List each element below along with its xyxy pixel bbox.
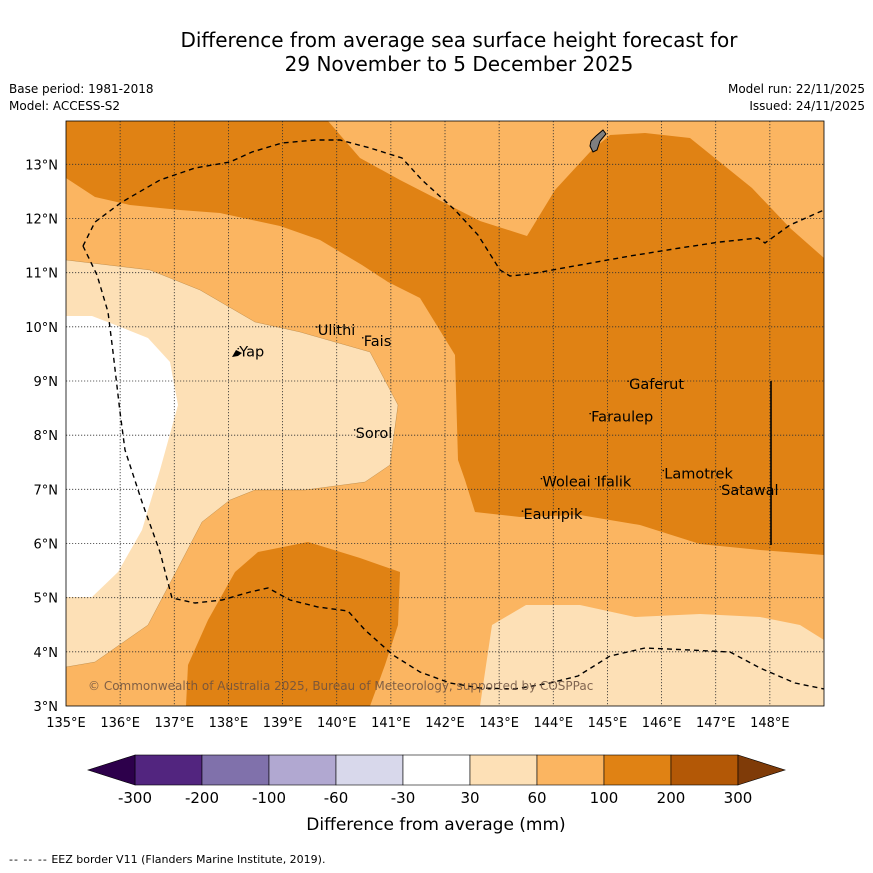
place-label: Sorol <box>356 426 393 442</box>
model-run: Model run: 22/11/2025 <box>727 82 865 96</box>
place-label: Fais <box>364 334 391 350</box>
lat-tick-label: 9°N <box>34 375 59 390</box>
gridlines <box>66 121 824 706</box>
colorbar-over-arrow <box>737 754 786 786</box>
colorbar-tick-label: -30 <box>391 789 416 807</box>
field-neutral <box>66 316 178 597</box>
lon-tick-label: 146°E <box>642 716 682 731</box>
lat-tick-label: 13°N <box>25 158 58 173</box>
lat-tick-label: 11°N <box>25 267 58 282</box>
place-label: Ifalik <box>597 475 632 491</box>
colorbar-tick-label: 200 <box>657 789 686 807</box>
colorbar-segment <box>469 754 538 786</box>
lon-tick-label: 140°E <box>317 716 357 731</box>
lon-tick-label: 137°E <box>155 716 195 731</box>
colorbar-tick-label: -300 <box>118 789 152 807</box>
colorbar-tick-label: 30 <box>460 789 479 807</box>
place-label: Woleai <box>542 475 590 491</box>
field-100-200-south <box>186 542 400 706</box>
eez-legend-text: EEZ border V11 (Flanders Marine Institut… <box>51 853 326 866</box>
colorbar-segment <box>536 754 605 786</box>
colorbar-segment <box>670 754 739 786</box>
place-marker <box>594 477 597 480</box>
lat-tick-label: 8°N <box>34 429 59 444</box>
base-period: Base period: 1981-2018 <box>9 82 154 96</box>
colorbar-segment <box>402 754 471 786</box>
colorbar-tick-label: -100 <box>252 789 286 807</box>
place-label: Faraulep <box>591 410 653 426</box>
colorbar-tick-label: 100 <box>590 789 619 807</box>
title-line-2: 29 November to 5 December 2025 <box>284 52 634 76</box>
lon-tick-label: 139°E <box>263 716 303 731</box>
lat-tick-label: 5°N <box>34 592 59 607</box>
guam-island <box>589 129 607 153</box>
place-label: Gaferut <box>629 377 684 393</box>
colorbar-segment <box>335 754 404 786</box>
colorbar-tick-label: -200 <box>185 789 219 807</box>
colorbar-segment <box>201 754 270 786</box>
place-label: Yap <box>238 345 264 361</box>
meta-right: Model run: 22/11/2025 Issued: 24/11/2025 <box>728 81 865 115</box>
lat-tick-label: 7°N <box>34 483 59 498</box>
colorbar-segment <box>268 754 337 786</box>
lon-tick-label: 136°E <box>100 716 140 731</box>
place-marker <box>540 477 543 480</box>
map-frame <box>65 120 825 707</box>
colorbar-label: Difference from average (mm) <box>306 815 565 835</box>
lat-tick-label: 12°N <box>25 213 58 228</box>
lon-tick-label: 135°E <box>46 716 86 731</box>
place-marker <box>237 347 240 350</box>
place-marker <box>627 380 629 382</box>
place-labels: Yap Ulithi Fais Sorol Gaferut Faraulep Woleai I… <box>237 323 779 523</box>
lon-tick-label: 142°E <box>425 716 465 731</box>
place-label: Lamotrek <box>664 467 733 483</box>
copyright-text: © Commonwealth of Australia 2025, Bureau… <box>88 679 593 693</box>
model-name: Model: ACCESS-S2 <box>9 99 121 113</box>
title-line-1: Difference from average sea surface heig… <box>180 28 738 52</box>
lon-tick-label: 145°E <box>588 716 628 731</box>
latitude-tick-labels: 3°N 4°N 5°N 6°N 7°N 8°N 9°N 10°N 11°N 12°N 13°N <box>25 158 58 715</box>
lat-tick-label: 4°N <box>34 646 59 661</box>
place-marker <box>315 326 318 328</box>
footer-note: -- -- -- EEZ border V11 (Flanders Marine… <box>9 853 325 866</box>
place-marker <box>361 336 364 339</box>
yap-island <box>232 350 242 357</box>
place-label: Ulithi <box>318 323 356 339</box>
colorbar-under-arrow <box>87 754 136 786</box>
lon-tick-label: 141°E <box>371 716 411 731</box>
colorbar-tick-label: -60 <box>324 789 349 807</box>
lon-tick-label: 147°E <box>696 716 736 731</box>
issued-date: Issued: 24/11/2025 <box>749 99 865 113</box>
lat-tick-label: 10°N <box>25 321 58 336</box>
lon-tick-label: 143°E <box>479 716 519 731</box>
eez-legend-dash: -- -- -- <box>9 853 48 866</box>
colorbar-tick-label: 60 <box>527 789 546 807</box>
colorbar: -300 -200 -100 -60 -30 30 60 100 200 300 <box>87 754 786 807</box>
meta-left: Base period: 1981-2018 Model: ACCESS-S2 <box>9 81 154 115</box>
eez-border <box>82 139 824 690</box>
field-30-60-southeast <box>480 605 824 706</box>
place-label: Satawal <box>721 483 778 499</box>
place-marker <box>353 429 356 431</box>
chart-title: Difference from average sea surface heig… <box>0 28 873 76</box>
lat-tick-label: 6°N <box>34 538 59 553</box>
colorbar-tick-label: 300 <box>724 789 753 807</box>
longitude-tick-labels: 135°E 136°E 137°E 138°E 139°E 140°E 141°E 142°E… <box>46 716 789 731</box>
lon-tick-label: 144°E <box>534 716 574 731</box>
colorbar-segment <box>134 754 203 786</box>
lon-tick-label: 138°E <box>209 716 249 731</box>
lon-tick-label: 148°E <box>750 716 790 731</box>
lat-tick-label: 3°N <box>34 700 59 715</box>
place-label: Eauripik <box>524 507 583 523</box>
place-marker <box>589 412 591 415</box>
colorbar-segment <box>603 754 672 786</box>
place-marker <box>521 510 524 512</box>
place-marker <box>719 485 721 488</box>
place-marker <box>662 469 665 472</box>
map-area: Yap Ulithi Fais Sorol Gaferut Faraulep Woleai I… <box>66 121 824 706</box>
